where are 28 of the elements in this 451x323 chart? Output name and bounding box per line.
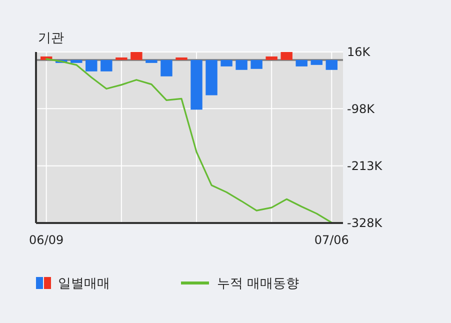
line-series xyxy=(46,58,332,224)
bar xyxy=(146,60,158,63)
bar xyxy=(296,60,308,66)
bar xyxy=(100,60,112,72)
bar xyxy=(176,57,188,60)
x-tick-label: 07/06 xyxy=(314,233,349,247)
bar xyxy=(236,60,248,70)
bar xyxy=(250,60,262,69)
bar xyxy=(70,60,82,63)
chart-title: 기관 xyxy=(38,31,64,46)
bar xyxy=(266,56,278,60)
bar xyxy=(310,60,322,65)
x-tick-label: 06/09 xyxy=(29,233,64,247)
bar xyxy=(206,60,218,96)
bar xyxy=(86,60,98,72)
y-tick-label: -213K xyxy=(347,159,384,174)
y-tick-label: -98K xyxy=(347,102,376,116)
y-tick-label: -328K xyxy=(347,216,384,230)
bar xyxy=(220,60,232,66)
bar xyxy=(160,60,172,76)
legend-label: 일별매매 xyxy=(58,276,110,292)
bar xyxy=(280,52,292,60)
legend-label: 누적 매매동향 xyxy=(217,276,300,292)
y-tick-label: 16K xyxy=(347,45,372,60)
bar xyxy=(190,60,202,110)
bar xyxy=(326,60,338,70)
bar xyxy=(130,52,142,60)
bar xyxy=(116,57,128,60)
